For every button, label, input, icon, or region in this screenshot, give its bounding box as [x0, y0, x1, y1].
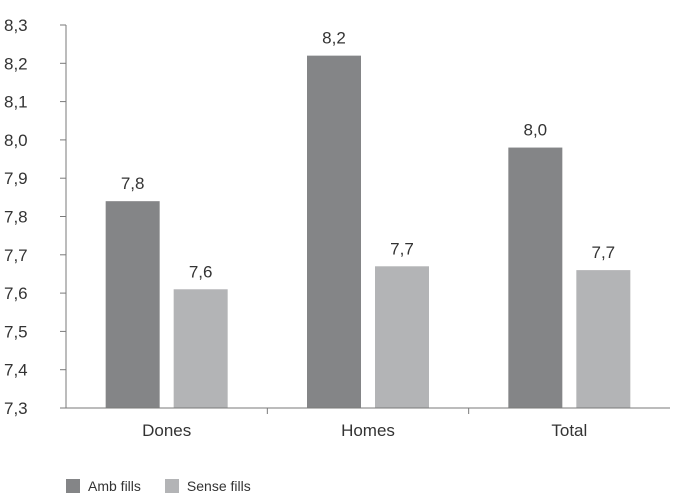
x-tick-label: Homes: [341, 421, 395, 440]
legend-item-amb-fills: Amb fills: [66, 478, 141, 494]
bar-chart: 7,3 7,4 7,5 7,6 7,7 7,8 7,9 8,0 8,1 8,2 8,3 7,8 7,6…: [4, 16, 670, 440]
legend-item-sense-fills: Sense fills: [164, 478, 251, 494]
bar-amb-fills-homes: [307, 55, 361, 408]
y-tick-label: 7,8: [4, 208, 28, 227]
data-label: 7,8: [121, 174, 145, 193]
data-label: 7,6: [189, 262, 213, 281]
x-axis: Dones Homes Total: [66, 407, 670, 440]
bars: 7,8 7,6 8,2 7,7 8,0 7,7: [105, 29, 631, 408]
legend-label-amb-fills: Amb fills: [88, 478, 141, 494]
data-label: 7,7: [390, 239, 414, 258]
data-label: 7,7: [592, 243, 616, 262]
y-axis: 7,3 7,4 7,5 7,6 7,7 7,8 7,9 8,0 8,1 8,2 8,3: [4, 16, 67, 418]
legend-swatch-amb-fills: [66, 479, 80, 493]
y-tick-label: 7,6: [4, 284, 28, 303]
x-tick-label: Dones: [142, 421, 191, 440]
bar-amb-fills-total: [508, 147, 563, 408]
y-tick-label: 7,7: [4, 246, 28, 265]
legend-swatch-sense-fills: [164, 479, 179, 493]
bar-sense-fills-total: [576, 270, 631, 408]
legend-label-sense-fills: Sense fills: [186, 478, 251, 494]
y-tick-label: 8,2: [4, 54, 28, 73]
y-tick-label: 8,3: [4, 16, 28, 35]
y-tick-label: 7,3: [4, 399, 28, 418]
bar-sense-fills-homes: [375, 266, 429, 408]
bar-amb-fills-dones: [105, 201, 160, 408]
y-tick-label: 8,0: [4, 131, 28, 150]
x-tick-label: Total: [551, 421, 587, 440]
y-tick-label: 7,4: [4, 361, 28, 380]
legend: Amb fills Sense fills: [66, 478, 275, 494]
y-tick-label: 7,9: [4, 169, 28, 188]
y-tick-label: 7,5: [4, 322, 28, 341]
y-tick-label: 8,1: [4, 93, 28, 112]
data-label: 8,0: [524, 121, 548, 140]
bar-sense-fills-dones: [173, 289, 228, 408]
data-label: 8,2: [322, 29, 346, 48]
